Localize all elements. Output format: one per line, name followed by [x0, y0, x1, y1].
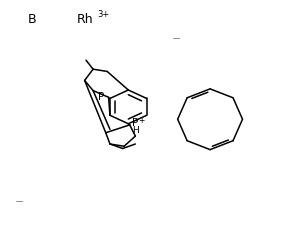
- Text: −: −: [171, 34, 181, 44]
- Text: P: P: [132, 118, 138, 128]
- Text: 3+: 3+: [97, 10, 109, 19]
- Text: −: −: [15, 198, 25, 207]
- Text: Rh: Rh: [76, 13, 93, 26]
- Text: +: +: [138, 116, 145, 125]
- Text: H: H: [132, 126, 139, 135]
- Text: B: B: [28, 13, 37, 26]
- Text: P: P: [98, 92, 105, 102]
